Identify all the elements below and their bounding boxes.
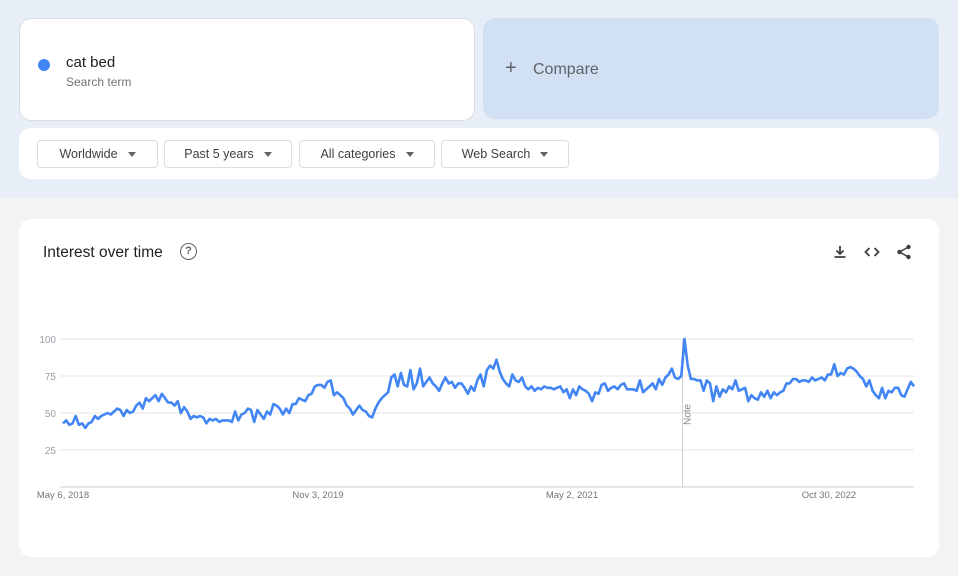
search-type-label: Web Search	[461, 147, 531, 161]
time-range-label: Past 5 years	[184, 147, 254, 161]
compare-label: Compare	[533, 61, 599, 78]
compare-button[interactable]: + Compare	[483, 18, 939, 119]
download-icon[interactable]	[831, 243, 849, 261]
caret-down-icon	[405, 151, 414, 157]
interest-over-time-card: Interest over time ?	[19, 219, 939, 557]
category-label: All categories	[320, 147, 396, 161]
time-range-dropdown[interactable]: Past 5 years	[164, 140, 292, 168]
caret-down-icon	[127, 151, 136, 157]
help-circle-icon[interactable]: ?	[180, 243, 197, 260]
region-dropdown[interactable]: Worldwide	[37, 140, 158, 168]
caret-down-icon	[263, 151, 272, 157]
share-icon[interactable]	[895, 243, 913, 261]
region-label: Worldwide	[59, 147, 118, 161]
caret-down-icon	[540, 151, 549, 157]
search-term-card[interactable]: cat bed Search term	[19, 18, 475, 121]
search-term-name[interactable]: cat bed	[66, 54, 116, 71]
plus-icon: +	[505, 57, 517, 79]
card-title: Interest over time	[43, 244, 163, 261]
series-color-dot	[38, 59, 50, 71]
filter-bar: Worldwide Past 5 years All categories We…	[19, 128, 939, 179]
embed-code-icon[interactable]	[863, 243, 881, 261]
search-type-dropdown[interactable]: Web Search	[441, 140, 569, 168]
category-dropdown[interactable]: All categories	[299, 140, 435, 168]
search-term-subtitle: Search term	[66, 75, 132, 89]
